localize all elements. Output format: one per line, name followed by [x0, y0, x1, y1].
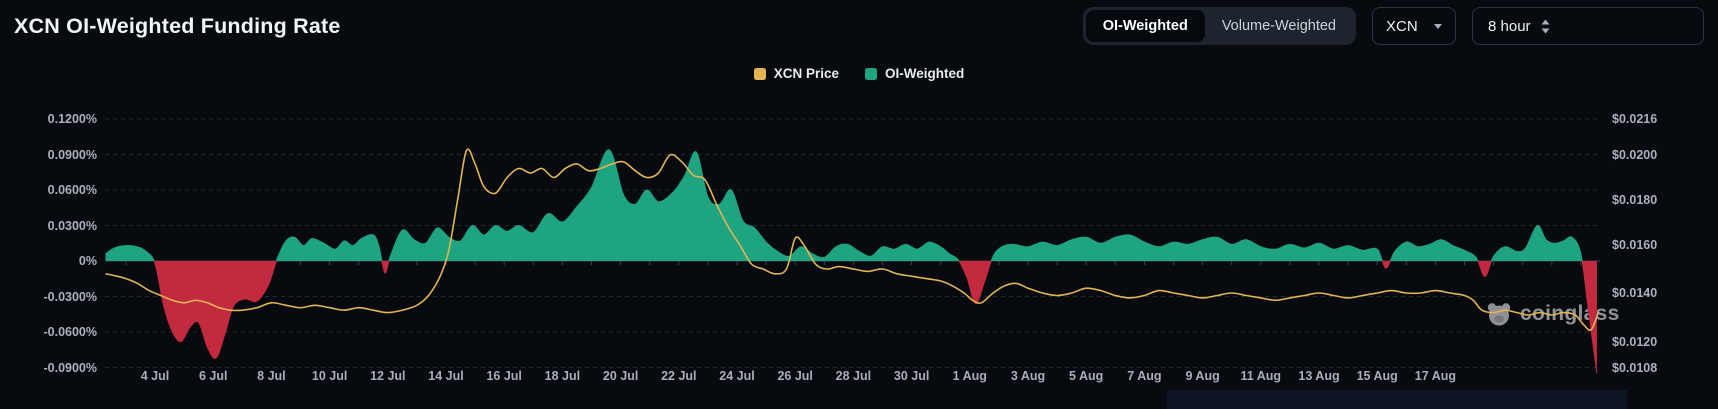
x-axis-tick: 22 Jul	[661, 369, 697, 383]
x-axis-tick: 15 Aug	[1356, 369, 1398, 383]
x-axis-tick: 10 Jul	[311, 369, 348, 383]
x-axis-tick: 5 Aug	[1069, 369, 1104, 383]
left-axis-tick: -0.0300%	[43, 289, 97, 304]
legend-swatch-oi	[865, 67, 878, 80]
x-axis-tick: 24 Jul	[719, 369, 755, 383]
x-axis-tick: 26 Jul	[777, 369, 813, 383]
legend: XCN Price OI-Weighted	[0, 66, 1718, 81]
x-axis-tick: 18 Jul	[544, 369, 581, 383]
right-axis-tick: $0.0140	[1612, 286, 1658, 300]
legend-label: XCN Price	[773, 66, 840, 81]
left-axis-tick: -0.0600%	[43, 325, 97, 339]
left-axis-tick: 0.0300%	[47, 218, 97, 233]
page-title: XCN OI-Weighted Funding Rate	[14, 13, 341, 38]
up-down-arrows-icon	[1541, 19, 1550, 33]
right-axis-tick: $0.0108	[1612, 361, 1658, 375]
right-axis-tick: $0.0180	[1612, 193, 1658, 207]
x-axis-tick: 16 Jul	[486, 369, 522, 383]
legend-label: OI-Weighted	[885, 66, 965, 81]
x-axis-tick: 8 Jul	[257, 369, 286, 383]
legend-item-xcn-price[interactable]: XCN Price	[753, 66, 840, 81]
right-axis-tick: $0.0160	[1612, 238, 1658, 252]
toggle-volume-weighted[interactable]: Volume-Weighted	[1221, 18, 1336, 34]
right-axis-tick: $0.0216	[1612, 112, 1658, 126]
left-axis-tick: 0%	[78, 254, 97, 268]
x-axis-tick: 30 Jul	[893, 369, 930, 383]
right-axis-tick: $0.0120	[1612, 335, 1658, 349]
funding-rate-plot[interactable]	[105, 98, 1600, 374]
right-axis-tick: $0.0200	[1612, 148, 1658, 162]
legend-swatch-price	[753, 67, 766, 80]
bottom-scrollbar[interactable]	[1167, 390, 1627, 409]
x-axis-tick: 13 Aug	[1298, 369, 1340, 383]
x-axis-tick: 1 Aug	[952, 369, 987, 383]
left-axis-tick: 0.0900%	[47, 147, 97, 162]
left-axis-tick: 0.0600%	[47, 183, 97, 197]
legend-item-oi-weighted[interactable]: OI-Weighted	[865, 66, 964, 81]
x-axis-tick: 7 Aug	[1127, 369, 1162, 383]
symbol-select[interactable]: XCN	[1372, 7, 1456, 45]
x-axis-tick: 9 Aug	[1185, 369, 1220, 383]
x-axis-tick: 4 Jul	[140, 369, 170, 383]
left-axis-tick: -0.0900%	[43, 360, 97, 375]
header-controls: OI-Weighted Volume-Weighted XCN 8 hour	[1082, 7, 1704, 45]
x-axis-tick: 3 Aug	[1010, 369, 1046, 383]
x-axis-tick: 28 Jul	[835, 369, 872, 383]
symbol-select-value: XCN	[1386, 17, 1418, 35]
toggle-oi-weighted[interactable]: OI-Weighted	[1085, 10, 1205, 42]
x-axis-tick: 11 Aug	[1240, 369, 1282, 383]
interval-select-value: 8 hour	[1488, 17, 1531, 35]
chevron-down-icon	[1434, 23, 1442, 29]
x-axis-tick: 20 Jul	[602, 369, 639, 383]
weighting-toggle: OI-Weighted Volume-Weighted	[1082, 7, 1356, 45]
left-axis-tick: 0.1200%	[47, 112, 97, 126]
x-axis-tick: 14 Jul	[428, 369, 464, 383]
x-axis-tick: 6 Jul	[198, 369, 228, 383]
interval-select[interactable]: 8 hour	[1472, 7, 1704, 45]
x-axis-tick: 12 Jul	[370, 369, 406, 383]
header: XCN OI-Weighted Funding Rate OI-Weighted…	[0, 0, 1718, 52]
x-axis-tick: 17 Aug	[1414, 369, 1456, 383]
